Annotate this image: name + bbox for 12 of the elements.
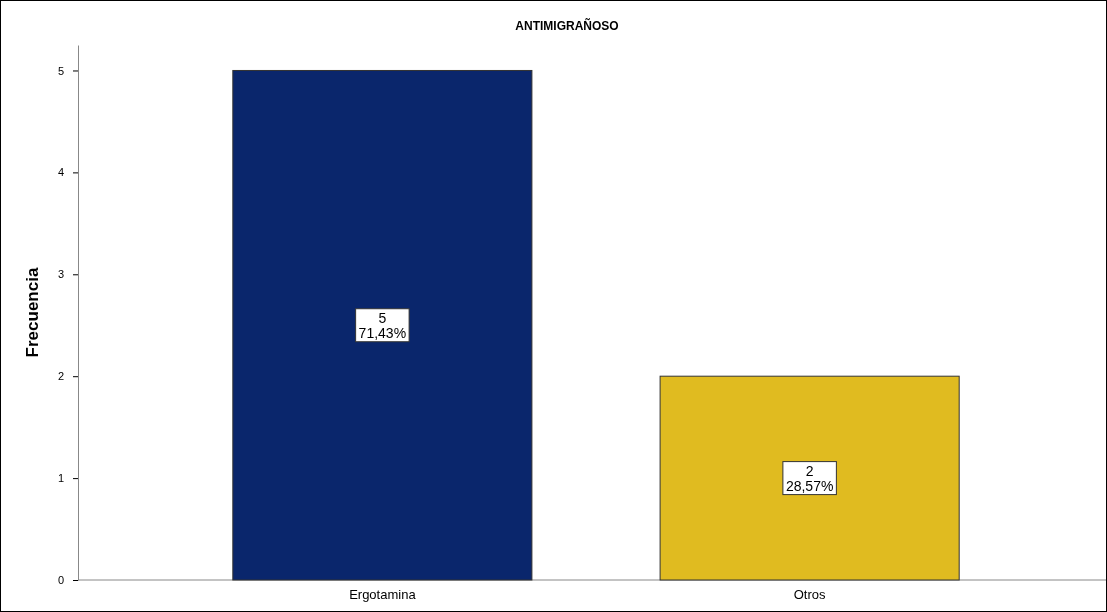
y-tick-label: 4 [57, 166, 64, 179]
data-label: 5 71,43% [358, 309, 407, 341]
y-tick-label: 1 [57, 472, 64, 485]
x-tick-label: Ergotamina [349, 586, 417, 602]
data-label: 2 28,57% [785, 462, 834, 494]
y-tick-label: 0 [57, 574, 64, 587]
y-tick-label: 2 [57, 370, 64, 383]
y-tick-label: 3 [57, 268, 64, 281]
chart-title: ANTIMIGRAÑOSO [515, 18, 619, 33]
y-tick-label: 5 [57, 64, 64, 77]
y-axis-title: Frecuencia [23, 267, 42, 358]
x-tick-label: Otros [793, 586, 827, 602]
